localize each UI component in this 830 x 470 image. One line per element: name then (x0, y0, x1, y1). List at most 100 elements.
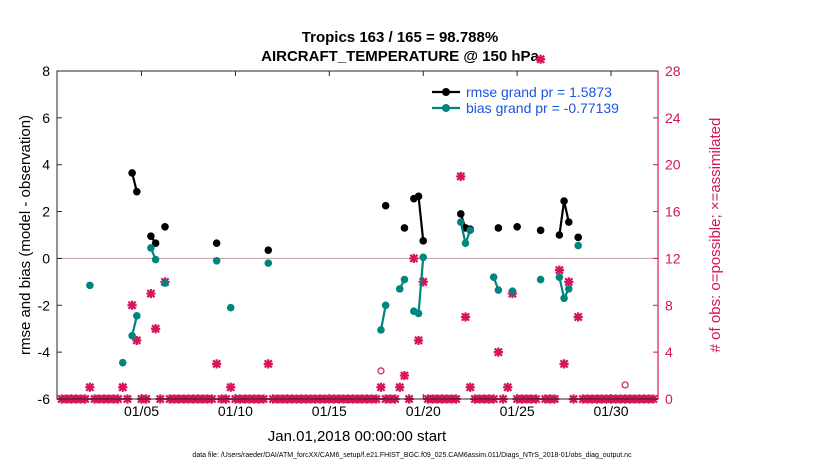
bias-point (226, 303, 235, 312)
legend-rmse-label: rmse grand pr = 1.5873 (466, 84, 612, 100)
rmse-point (494, 224, 503, 232)
obs-possible-mark (377, 367, 385, 375)
y-left-ticks: -6 -4 -2 0 2 4 6 8 (38, 63, 62, 407)
obs-assimilated-mark (413, 335, 424, 346)
x-tick-label: 01/05 (124, 403, 159, 419)
y-right-tick-label: 24 (665, 110, 681, 126)
y-right-tick-label: 0 (665, 391, 673, 407)
bias-point (377, 326, 385, 334)
y-left-tick-label: 0 (42, 250, 50, 266)
obs-assimilated-mark (573, 312, 583, 322)
x-tick-label: 01/20 (406, 403, 441, 419)
rmse-point (212, 239, 221, 247)
bias-point (212, 256, 221, 265)
obs-assimilated-mark (493, 347, 503, 357)
rmse-point (381, 201, 390, 210)
rmse-point (414, 192, 423, 201)
axes-background (57, 71, 658, 399)
bias-point (151, 255, 160, 264)
x-tick-label: 01/10 (218, 403, 253, 419)
y-left-tick-label: 4 (42, 157, 50, 173)
obs-assimilated-mark (85, 382, 95, 392)
bias-point (414, 309, 423, 318)
footer-data-file: data file: /Users/raeder/DAI/ATM_forcXX/… (192, 452, 632, 459)
obs-assimilated-mark (132, 335, 142, 346)
bias-point (574, 241, 582, 250)
obs-assimilated-mark (559, 359, 569, 369)
bias-point (560, 294, 568, 303)
y-left-tick-label: 8 (42, 63, 50, 79)
x-ticks: 01/05 01/10 01/15 01/20 01/25 01/30 (124, 71, 629, 419)
rmse-point (564, 218, 573, 226)
obs-assimilated-mark (418, 277, 428, 287)
legend-bias-label: bias grand pr = -0.77139 (466, 100, 619, 116)
bias-point (555, 273, 564, 281)
rmse-point (513, 223, 521, 231)
obs-assimilated-mark (460, 312, 471, 322)
rmse-point (161, 223, 169, 231)
rmse-point (456, 210, 465, 218)
bias-point (494, 286, 503, 294)
x-tick-label: 01/30 (594, 403, 629, 419)
chart-title-line2: AIRCRAFT_TEMPERATURE @ 150 hPa (261, 48, 539, 65)
rmse-point (536, 226, 545, 235)
bias-point (264, 259, 273, 267)
rmse-point (151, 239, 160, 247)
y-right-tick-label: 16 (665, 204, 681, 220)
rmse-point (264, 246, 273, 255)
x-tick-label: 01/25 (500, 403, 535, 419)
y-left-tick-label: -6 (38, 391, 51, 407)
obs-assimilated-mark (536, 54, 546, 64)
obs-assimilated-mark (554, 265, 564, 275)
obs-assimilated-mark (151, 324, 161, 334)
x-tick-label: 01/15 (312, 403, 347, 419)
y-left-tick-label: 2 (42, 204, 50, 220)
obs-assimilated-mark (409, 253, 419, 264)
bias-line-segment (379, 305, 387, 331)
x-axis-label: Jan.01,2018 00:00:00 start (268, 428, 447, 445)
bias-point (508, 287, 517, 296)
bias-point (147, 244, 155, 252)
rmse-point (128, 169, 136, 177)
obs-assimilated-mark (212, 359, 222, 369)
legend: rmse grand pr = 1.5873 bias grand pr = -… (432, 84, 619, 116)
obs-assimilated-mark (118, 382, 128, 392)
rmse-point (147, 232, 155, 240)
bias-point (86, 281, 94, 290)
bias-point (456, 218, 465, 226)
obs-assimilated-mark (465, 382, 475, 392)
y-axis-right-label: # of obs: o=possible; ×=assimilated (707, 118, 724, 353)
bias-point (461, 239, 470, 247)
bias-point (128, 331, 136, 340)
bias-point (466, 226, 474, 235)
y-right-tick-label: 4 (665, 344, 673, 360)
rmse-point (133, 187, 141, 196)
obs-assimilated-mark (503, 382, 513, 392)
bias-point (133, 312, 141, 320)
bias-point (161, 279, 169, 287)
y-left-tick-label: -2 (38, 297, 51, 313)
y-right-ticks: 0 4 8 12 16 20 24 28 (653, 63, 681, 407)
y-right-tick-label: 8 (665, 297, 673, 313)
obs-possible-mark (621, 381, 629, 389)
legend-rmse-marker (442, 88, 450, 96)
obs-assimilated-mark (376, 382, 386, 392)
bias-point (564, 285, 573, 293)
bias-point (381, 301, 390, 310)
bias-point (400, 275, 409, 284)
rmse-point (400, 224, 409, 232)
obs-assimilated-mark (399, 370, 410, 381)
obs-assimilated-mark (263, 359, 273, 369)
obs-assimilated-mark (564, 277, 574, 287)
y-axis-left-label: rmse and bias (model - observation) (17, 115, 34, 355)
rmse-point (574, 233, 582, 242)
rmse-point (419, 237, 428, 245)
y-right-tick-label: 20 (665, 157, 681, 173)
y-left-tick-label: -4 (38, 344, 51, 360)
series-lines (86, 169, 582, 367)
bias-point (395, 285, 404, 293)
y-right-tick-label: 28 (665, 63, 681, 79)
plot-area: 01/05 01/10 01/15 01/20 01/25 01/30 -6-4-2024… (38, 54, 681, 419)
chart-title-line1: Tropics 163 / 165 = 98.788% (302, 29, 498, 46)
